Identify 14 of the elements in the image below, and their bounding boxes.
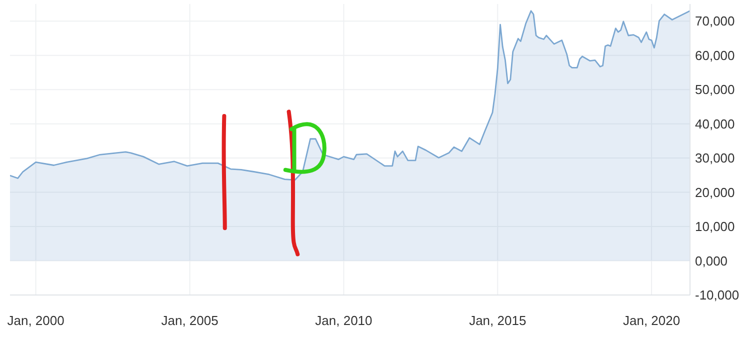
x-tick-label: Jan, 2000 xyxy=(7,313,64,328)
y-tick-label: 20,000 xyxy=(695,184,735,200)
x-tick-label: Jan, 2020 xyxy=(623,313,680,328)
y-tick-label: 50,000 xyxy=(695,82,735,98)
y-tick-label: 0,000 xyxy=(695,253,728,268)
y-tick-label: 30,000 xyxy=(695,150,735,166)
y-tick-label: 70,000 xyxy=(695,14,735,29)
y-tick-label: 10,000 xyxy=(695,219,735,234)
x-tick-label: Jan, 2005 xyxy=(161,313,218,328)
x-tick-label: Jan, 2010 xyxy=(315,313,372,328)
y-tick-label: -10,000 xyxy=(695,288,740,303)
y-tick-label: 40,000 xyxy=(695,116,735,132)
y-tick-label: 60,000 xyxy=(695,48,735,63)
x-tick-label: Jan, 2015 xyxy=(469,313,526,328)
